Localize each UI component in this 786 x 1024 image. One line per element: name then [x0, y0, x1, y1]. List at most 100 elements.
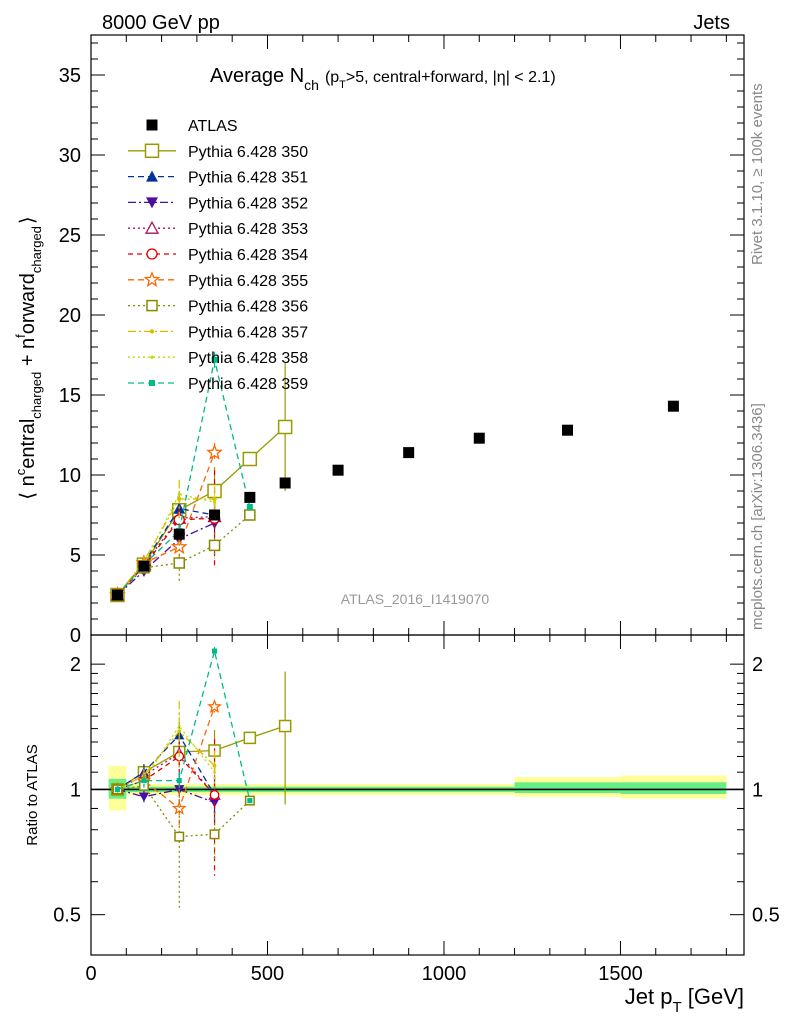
legend-entry: Pythia 6.428 357: [128, 324, 308, 341]
data-point: [562, 424, 574, 436]
series: [112, 778, 255, 908]
legend: ATLAS Pythia 6.428 350 Pythia 6.428 351 Pyt…: [128, 118, 308, 393]
series: [110, 503, 222, 601]
data-point: [144, 220, 160, 234]
data-point: [176, 778, 182, 784]
series: [114, 646, 253, 804]
series-line: [117, 650, 251, 801]
legend-label: Pythia 6.428 351: [188, 170, 308, 187]
main-series: [109, 351, 679, 603]
xlabel: Jet pT [GeV]: [625, 984, 744, 1016]
series-line: [117, 514, 251, 596]
data-point: [114, 786, 121, 792]
legend-label: Pythia 6.428 355: [188, 273, 308, 290]
data-point: [207, 698, 222, 714]
data-point: [144, 143, 160, 159]
series-line: [117, 734, 216, 796]
data-point: [213, 770, 216, 774]
data-point: [246, 504, 253, 510]
legend-label: Pythia 6.428 350: [188, 144, 308, 161]
legend-entry: Pythia 6.428 352: [128, 195, 308, 212]
legend-entry: Pythia 6.428 358: [128, 350, 308, 367]
series: [110, 363, 293, 603]
legend-label: Pythia 6.428 359: [188, 376, 308, 393]
legend-label: Pythia 6.428 356: [188, 299, 308, 316]
legend-label: ATLAS: [188, 118, 238, 135]
main-ytick-label: 10: [59, 465, 81, 487]
series: [111, 510, 221, 601]
data-point: [146, 170, 158, 182]
main-ytick-label: 30: [59, 145, 81, 167]
main-ytick-label: 35: [59, 65, 81, 87]
data-point: [209, 509, 221, 521]
legend-label: Pythia 6.428 357: [188, 324, 308, 341]
data-point: [177, 496, 182, 502]
data-point: [149, 380, 155, 386]
legend-entry: Pythia 6.428 354: [128, 247, 308, 264]
uncertainty-band-green: [620, 782, 727, 794]
xtick-label: 500: [251, 963, 284, 985]
uncertainty-band-green: [514, 782, 621, 794]
series-line: [117, 517, 215, 596]
data-point: [174, 831, 185, 842]
data-point: [146, 119, 158, 131]
title-rest2: >5, central+forward, |η| < 2.1): [346, 69, 556, 86]
data-point: [244, 491, 256, 503]
main-ytick-label: 15: [59, 385, 81, 407]
data-point: [177, 729, 182, 734]
data-point: [278, 719, 292, 733]
ratio-panel: [91, 765, 744, 811]
xtick-label: 1500: [598, 963, 643, 985]
ratio-axes: 0.5 0.5 1 1 2 2 0 500 1000 1500: [53, 634, 780, 985]
data-point: [332, 464, 344, 476]
data-point: [138, 792, 150, 802]
header-right: Jets: [693, 12, 730, 34]
data-point: [208, 539, 221, 552]
data-point: [243, 731, 257, 745]
data-point: [667, 400, 679, 412]
legend-label: Pythia 6.428 354: [188, 247, 308, 264]
data-point: [138, 560, 150, 572]
series-line: [116, 452, 216, 596]
legend-label: Pythia 6.428 353: [188, 221, 308, 238]
header-left: 8000 GeV pp: [102, 12, 220, 34]
legend-entry: Pythia 6.428 359: [128, 376, 308, 393]
series-line: [117, 359, 251, 596]
data-point: [247, 798, 253, 804]
data-point: [206, 443, 223, 460]
data-point: [173, 557, 185, 569]
title-sub: ch: [304, 77, 319, 93]
data-point: [149, 329, 155, 334]
data-point: [211, 356, 218, 363]
data-point: [242, 451, 258, 467]
series-line: [117, 752, 215, 796]
data-point: [279, 477, 291, 489]
data-point: [244, 509, 256, 521]
series-line: [117, 785, 251, 838]
data-point: [146, 197, 158, 209]
legend-entry: Pythia 6.428 353: [128, 220, 308, 238]
data-point: [177, 492, 181, 496]
ratio-frame: [90, 634, 745, 956]
main-ytick-label: 0: [70, 625, 81, 647]
legend-entry-atlas: ATLAS: [146, 118, 238, 135]
series: [111, 495, 221, 600]
mcplots-label: mcplots.cern.ch [arXiv:1306.3436]: [749, 403, 766, 630]
title-main: Average N: [210, 65, 304, 87]
series-line: [117, 522, 215, 596]
watermark: ATLAS_2016_I1419070: [341, 591, 490, 607]
ratio-ytick-label: 2: [70, 654, 81, 676]
data-point: [143, 271, 161, 287]
xtick-label: 0: [85, 963, 96, 985]
series: [109, 443, 223, 603]
legend-entry: Pythia 6.428 350: [128, 143, 308, 161]
series-line: [116, 498, 215, 596]
data-point: [146, 248, 158, 260]
ratio-ytick-label-right: 1: [752, 779, 763, 801]
data-point: [173, 528, 185, 540]
data-point: [209, 829, 220, 840]
main-ytick-label: 25: [59, 225, 81, 247]
xtick-label: 1000: [422, 963, 467, 985]
rivet-label: Rivet 3.1.10, ≥ 100k events: [749, 83, 766, 265]
data-point: [209, 790, 220, 800]
